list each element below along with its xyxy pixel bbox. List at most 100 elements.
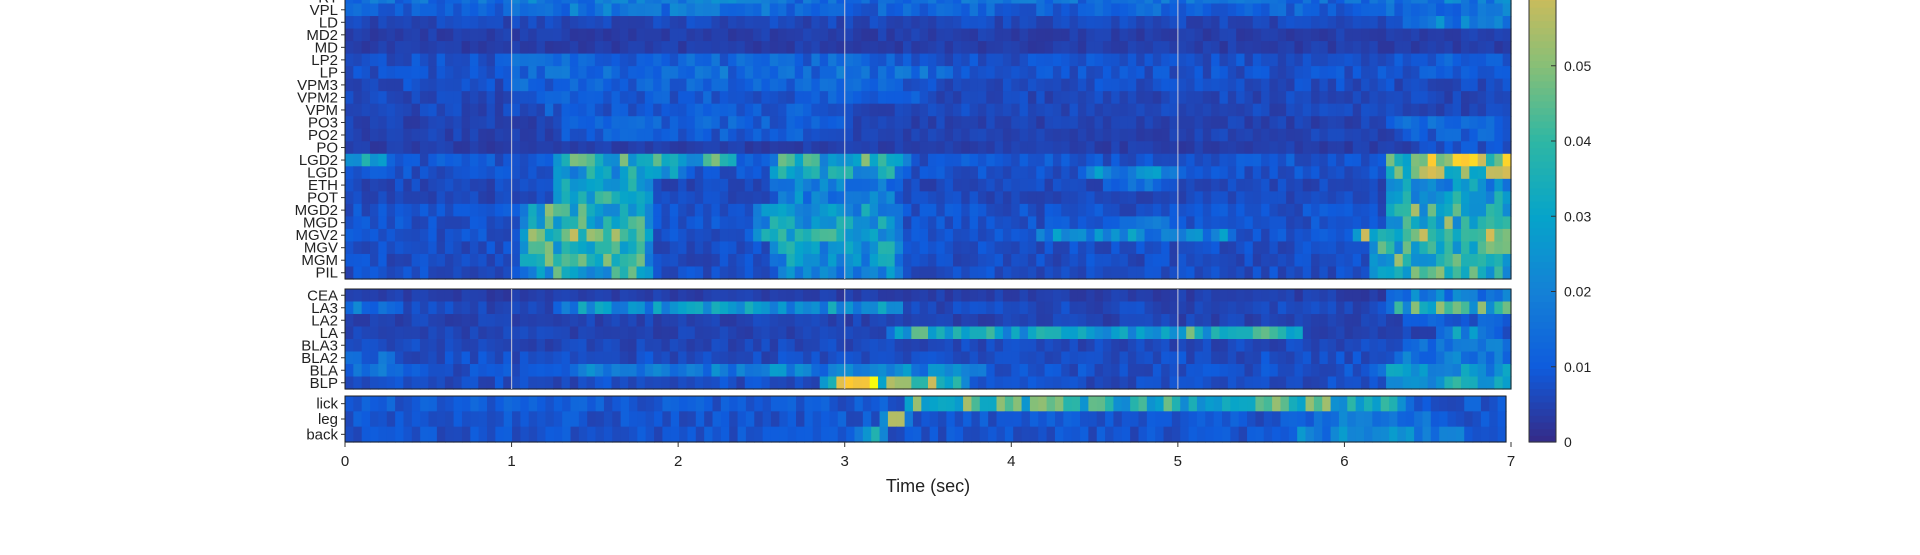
- heatmap-cell: [661, 216, 671, 230]
- heatmap-cell: [469, 326, 479, 340]
- heatmap-cell: [419, 203, 429, 217]
- heatmap-cell: [603, 426, 613, 443]
- heatmap-cell: [1464, 426, 1474, 443]
- heatmap-cell: [1336, 178, 1346, 192]
- heatmap-cell: [1155, 426, 1165, 443]
- heatmap-cell: [1119, 103, 1129, 117]
- heatmap-cell: [929, 426, 939, 443]
- heatmap-cell: [719, 66, 729, 80]
- heatmap-cell: [1196, 396, 1206, 412]
- heatmap-cell: [986, 3, 996, 17]
- heatmap-cell: [345, 326, 354, 340]
- heatmap-cell: [694, 91, 704, 105]
- heatmap-cell: [603, 191, 613, 205]
- heatmap-cell: [1069, 53, 1079, 67]
- heatmap-cell: [1002, 28, 1012, 42]
- heatmap-cell: [1219, 266, 1229, 280]
- heatmap-cell: [1227, 266, 1237, 280]
- heatmap-cell: [1361, 103, 1371, 117]
- heatmap-cell: [753, 41, 763, 55]
- heatmap-cell: [903, 16, 912, 30]
- heatmap-cell: [1002, 266, 1012, 280]
- heatmap-cell: [553, 178, 563, 192]
- heatmap-cell: [994, 351, 1004, 365]
- heatmap-cell: [603, 78, 613, 92]
- heatmap-cell: [461, 326, 471, 340]
- heatmap-cell: [628, 351, 638, 365]
- heatmap-cell: [678, 314, 688, 328]
- row-label: PO3: [308, 114, 338, 131]
- heatmap-cell: [971, 426, 981, 443]
- heatmap-cell: [1069, 191, 1079, 205]
- heatmap-cell: [996, 426, 1006, 443]
- heatmap-cell: [911, 116, 921, 130]
- heatmap-cell: [545, 411, 555, 428]
- heatmap-cell: [719, 339, 729, 353]
- heatmap-cell: [1180, 411, 1190, 428]
- heatmap-cell: [611, 153, 621, 167]
- heatmap-cell: [620, 411, 630, 428]
- heatmap-cell: [694, 41, 704, 55]
- heatmap-cell: [869, 339, 879, 353]
- heatmap-cell: [711, 241, 721, 255]
- heatmap-cell: [1311, 326, 1321, 340]
- heatmap-cell: [394, 16, 404, 30]
- heatmap-cell: [769, 339, 779, 353]
- heatmap-cell: [1130, 411, 1140, 428]
- heatmap-cell: [1044, 253, 1054, 268]
- heatmap-cell: [754, 411, 764, 428]
- heatmap-cell: [1311, 241, 1321, 255]
- heatmap-cell: [686, 376, 696, 390]
- heatmap-cell: [1011, 191, 1021, 205]
- heatmap-cell: [720, 411, 730, 428]
- heatmap-cell: [578, 91, 588, 105]
- heatmap-cell: [519, 339, 529, 353]
- heatmap-cell: [1411, 3, 1420, 17]
- heatmap-cell: [1027, 141, 1037, 155]
- heatmap-cell: [1119, 178, 1129, 192]
- heatmap-cell: [453, 376, 463, 390]
- heatmap-cell: [453, 351, 463, 365]
- heatmap-cell: [861, 253, 871, 268]
- heatmap-cell: [1327, 241, 1337, 255]
- heatmap-cell: [1377, 326, 1387, 340]
- heatmap-cell: [1211, 301, 1221, 315]
- heatmap-cell: [378, 66, 388, 80]
- heatmap-cell: [419, 0, 429, 5]
- heatmap-cell: [428, 339, 438, 353]
- heatmap-cell: [1286, 203, 1296, 217]
- heatmap-cell: [1169, 351, 1179, 365]
- heatmap-cell: [903, 153, 912, 167]
- heatmap-cell: [494, 28, 504, 42]
- heatmap-cell: [628, 339, 638, 353]
- heatmap-cell: [1294, 141, 1304, 155]
- heatmap-cell: [761, 91, 771, 105]
- heatmap-cell: [961, 228, 971, 243]
- heatmap-cell: [587, 396, 597, 412]
- heatmap-cell: [1019, 91, 1029, 105]
- heatmap-cell: [1011, 78, 1021, 92]
- heatmap-cell: [1202, 351, 1212, 365]
- heatmap-cell: [836, 301, 846, 315]
- heatmap-cell: [678, 153, 688, 167]
- heatmap-cell: [603, 178, 613, 192]
- heatmap-cell: [1419, 128, 1429, 142]
- heatmap-cell: [661, 241, 671, 255]
- heatmap-cell: [969, 141, 979, 155]
- heatmap-cell: [1127, 78, 1137, 92]
- heatmap-cell: [469, 301, 479, 315]
- heatmap-cell: [977, 228, 987, 243]
- heatmap-cell: [1436, 53, 1445, 67]
- heatmap-cell: [654, 426, 663, 443]
- heatmap-cell: [1477, 339, 1487, 353]
- heatmap-cell: [1302, 203, 1312, 217]
- heatmap-cell: [769, 16, 779, 30]
- heatmap-cell: [1402, 364, 1412, 378]
- heatmap-cell: [819, 314, 829, 328]
- heatmap-cell: [986, 339, 996, 353]
- heatmap-cell: [1286, 16, 1296, 30]
- heatmap-cell: [1255, 411, 1265, 428]
- heatmap-cell: [345, 289, 354, 303]
- heatmap-cell: [1244, 103, 1254, 117]
- heatmap-cell: [369, 66, 379, 80]
